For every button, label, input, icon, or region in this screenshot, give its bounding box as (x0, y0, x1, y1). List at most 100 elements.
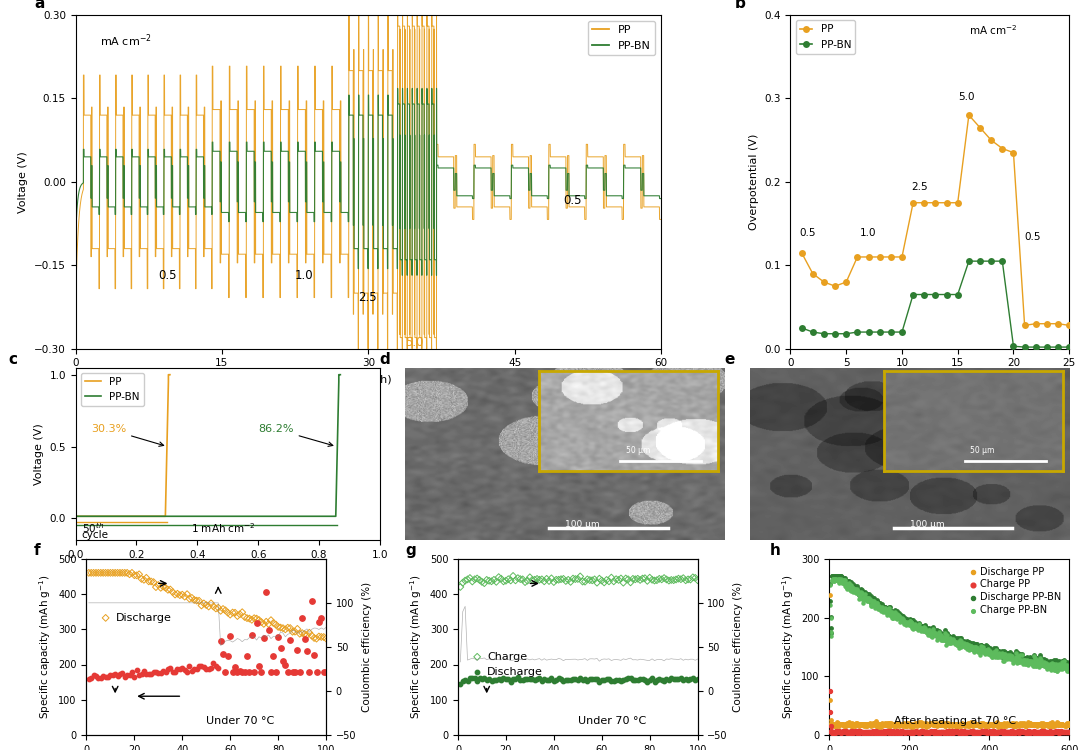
Discharge PP-BN (837, 578, 854, 590)
Point (157, 665, 174, 677)
Point (217, 665, 234, 677)
Charge PP-BN (937, 638, 955, 650)
Discharge (186, 594, 203, 606)
Y-axis label: Specific capacity (mAh g$^{-1}$): Specific capacity (mAh g$^{-1}$) (37, 574, 53, 719)
Discharge PP (1005, 718, 1023, 730)
Charge PP-BN (963, 643, 981, 655)
Charge PP (1000, 726, 1017, 738)
Charge PP-BN (982, 646, 999, 658)
Charge PP-BN (917, 625, 934, 637)
Discharge (178, 588, 195, 600)
Discharge PP (1020, 716, 1037, 728)
Charge PP (1051, 727, 1068, 739)
Discharge PP (825, 718, 842, 730)
Charge PP-BN (876, 604, 893, 616)
Discharge (227, 607, 244, 619)
Point (125, 670, 143, 682)
Discharge PP (923, 718, 941, 730)
Charge (656, 572, 673, 584)
Discharge (168, 588, 186, 600)
Charge PP (902, 725, 919, 737)
Charge PP-BN (942, 634, 959, 646)
Discharge PP (1023, 718, 1040, 730)
Discharge PP (843, 718, 861, 730)
Discharge PP (1007, 720, 1024, 732)
Discharge (495, 672, 512, 684)
Charge PP (1044, 726, 1062, 738)
Discharge PP (945, 718, 962, 730)
Discharge PP-BN (885, 605, 902, 617)
Discharge PP (1000, 718, 1017, 730)
Discharge (589, 673, 606, 685)
Discharge (670, 674, 687, 686)
Discharge PP-BN (996, 645, 1013, 657)
Discharge PP (990, 720, 1008, 732)
Discharge PP (918, 718, 935, 730)
Charge PP (1051, 726, 1068, 738)
Discharge PP (961, 718, 978, 730)
Discharge PP-BN (921, 627, 939, 639)
Charge (642, 572, 659, 584)
Charge PP (1008, 726, 1025, 738)
Charge PP-BN (892, 613, 909, 625)
Point (200, 663, 217, 675)
Charge PP (1032, 725, 1050, 737)
Charge PP (944, 724, 961, 736)
Charge PP-BN (834, 575, 851, 587)
Charge PP-BN (845, 582, 862, 594)
Charge PP (1053, 726, 1070, 738)
Point (265, 650, 282, 662)
Charge PP-BN (982, 646, 999, 658)
Charge PP (848, 726, 865, 738)
Charge PP-BN (897, 616, 915, 628)
Discharge PP (1021, 717, 1038, 729)
Discharge PP-BN (1031, 655, 1049, 667)
Charge PP (985, 725, 1002, 737)
Charge (593, 574, 610, 586)
Discharge PP-BN (977, 642, 995, 654)
Discharge PP-BN (874, 602, 891, 613)
Discharge PP-BN (937, 634, 955, 646)
Charge PP-BN (1001, 649, 1018, 661)
Charge PP (831, 725, 848, 737)
Charge PP-BN (923, 631, 941, 643)
Charge PP-BN (890, 610, 907, 622)
Discharge PP-BN (1035, 658, 1052, 670)
Charge PP (887, 726, 904, 738)
Charge PP-BN (1040, 659, 1057, 671)
Charge PP (872, 725, 889, 737)
Charge PP-BN (977, 644, 995, 656)
Discharge PP (1002, 718, 1020, 730)
Charge PP-BN (1013, 656, 1030, 668)
Charge PP-BN (1061, 663, 1078, 675)
Discharge PP-BN (967, 640, 984, 652)
Charge (469, 572, 486, 584)
Charge PP (928, 727, 945, 739)
Discharge PP-BN (1013, 652, 1030, 664)
Discharge PP (960, 718, 977, 730)
Charge PP (937, 726, 955, 738)
Charge PP (861, 726, 878, 738)
Charge PP (833, 725, 850, 737)
Charge PP (869, 725, 887, 737)
Discharge PP (882, 717, 900, 729)
Charge PP (1022, 726, 1039, 738)
Charge PP-BN (1032, 654, 1050, 666)
Charge PP (831, 726, 848, 738)
Discharge PP-BN (1044, 658, 1062, 670)
Charge PP (823, 724, 840, 736)
Charge PP-BN (978, 644, 996, 656)
Charge (571, 571, 589, 583)
Charge PP-BN (1012, 650, 1029, 662)
Discharge PP (1007, 717, 1024, 729)
Charge PP-BN (1058, 665, 1076, 677)
Charge PP-BN (977, 647, 995, 659)
Charge PP (881, 726, 899, 738)
Charge PP (983, 728, 1000, 740)
Charge PP (1040, 726, 1057, 738)
Discharge PP (982, 718, 999, 730)
Discharge PP (876, 718, 893, 730)
Charge PP (1001, 726, 1018, 738)
Charge PP (1012, 726, 1029, 738)
Charge PP-BN (1035, 659, 1052, 671)
